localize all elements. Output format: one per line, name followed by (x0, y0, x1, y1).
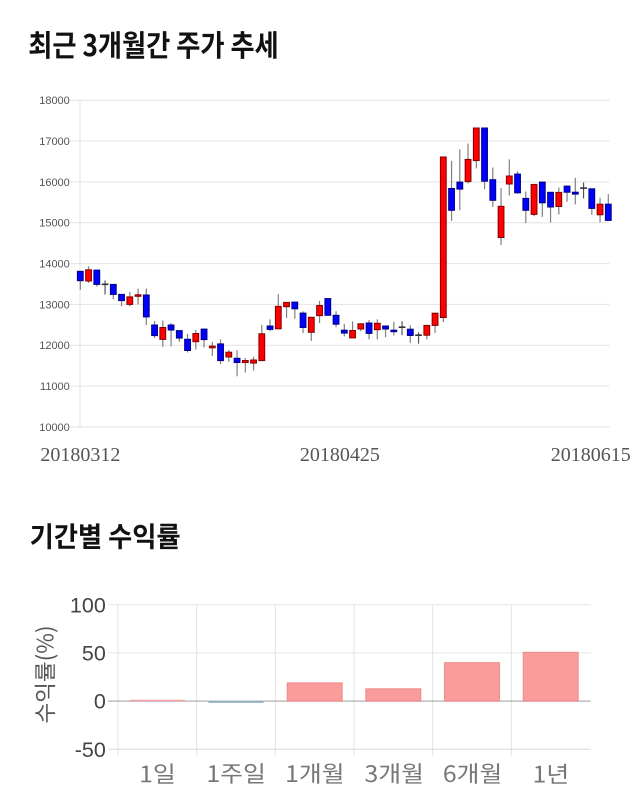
svg-text:15000: 15000 (39, 218, 70, 230)
svg-text:16000: 16000 (39, 177, 70, 189)
svg-text:10000: 10000 (39, 422, 70, 434)
svg-text:100: 100 (70, 593, 106, 617)
svg-text:11000: 11000 (40, 381, 70, 393)
svg-text:0: 0 (94, 690, 106, 714)
svg-text:20180615: 20180615 (551, 444, 631, 466)
svg-text:50: 50 (82, 642, 106, 666)
svg-text:20180425: 20180425 (300, 444, 380, 466)
svg-text:13000: 13000 (39, 299, 70, 311)
svg-text:18000: 18000 (39, 95, 70, 107)
svg-text:12000: 12000 (39, 340, 70, 352)
svg-text:-50: -50 (75, 738, 106, 762)
svg-text:20180312: 20180312 (40, 444, 120, 466)
svg-text:17000: 17000 (39, 136, 70, 148)
svg-text:14000: 14000 (39, 259, 70, 271)
